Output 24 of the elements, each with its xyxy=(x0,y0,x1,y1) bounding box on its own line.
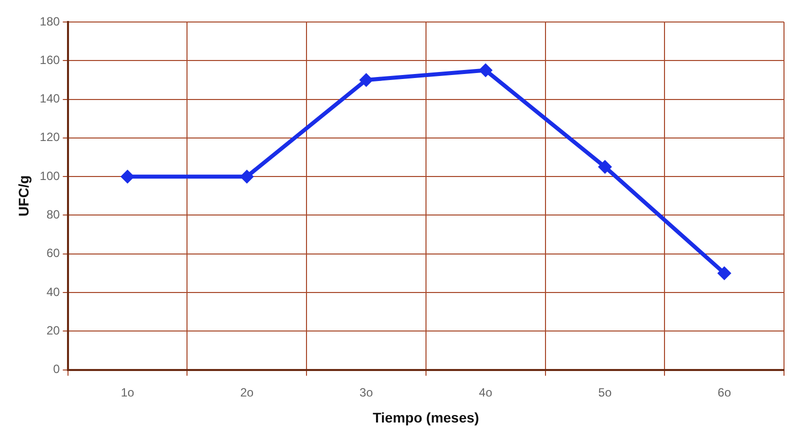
point xyxy=(120,170,135,184)
point xyxy=(359,72,374,87)
x-tick-label: 5o xyxy=(598,385,612,400)
x-tick-label: 3o xyxy=(360,385,374,400)
point xyxy=(598,160,612,174)
y-axis-title: UFC/g xyxy=(15,175,32,217)
x-tick-label: 4o xyxy=(478,385,493,400)
y-tick-label: 100 xyxy=(40,168,60,183)
y-tick-label: 60 xyxy=(46,246,60,260)
point xyxy=(478,63,493,78)
x-tick-label: 6o xyxy=(718,385,732,400)
y-tick-label: 80 xyxy=(46,208,60,222)
x-tick-label: 1o xyxy=(120,385,134,400)
y-tick-label: 120 xyxy=(40,130,60,144)
y-tick-label: 40 xyxy=(46,284,60,299)
y-tick-label: 180 xyxy=(40,14,60,28)
point xyxy=(717,266,732,280)
x-axis-title: Tiempo (meses) xyxy=(372,409,480,426)
y-tick-label: 0 xyxy=(53,362,60,376)
x-tick-label: 2o xyxy=(240,385,254,400)
y-tick-label: 160 xyxy=(40,52,60,67)
y-tick-label: 20 xyxy=(46,323,60,338)
y-tick-label: 140 xyxy=(40,92,60,106)
point xyxy=(240,170,254,184)
